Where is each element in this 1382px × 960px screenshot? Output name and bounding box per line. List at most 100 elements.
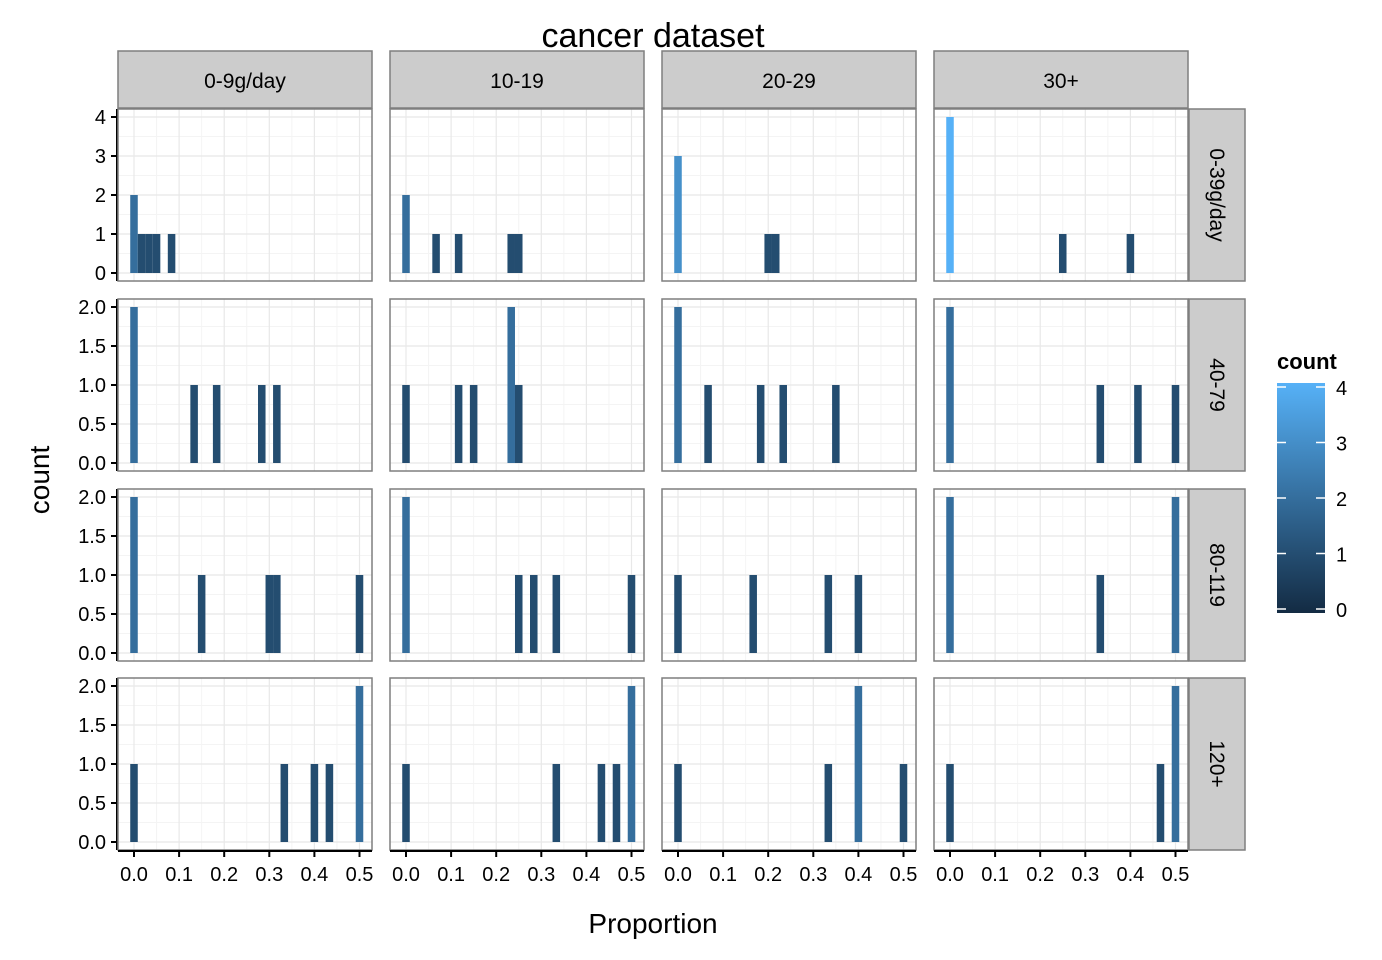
x-tick-label: 0.4 <box>1116 864 1144 886</box>
x-axis: 0.0 0.1 0.2 0.3 0.4 0.5 <box>934 850 1189 886</box>
histogram-bar <box>1126 234 1135 273</box>
histogram-bar <box>674 307 682 463</box>
histogram-bar <box>832 385 840 463</box>
facet-panel <box>117 108 373 282</box>
histogram-bar <box>325 764 334 842</box>
x-tick-label: 0.4 <box>572 864 600 886</box>
histogram-bar <box>130 195 138 273</box>
y-axis: 0 1 2 3 4 <box>95 107 118 285</box>
histogram-bar <box>1171 686 1180 842</box>
panel-border <box>389 298 645 472</box>
x-tick-label: 0.0 <box>664 864 692 886</box>
y-axis-label: count <box>24 446 55 515</box>
facet-panel <box>933 108 1189 282</box>
x-tick-label: 0.2 <box>210 864 238 886</box>
histogram-bar <box>530 575 538 653</box>
histogram-bar <box>627 686 636 842</box>
panel-border <box>389 488 645 662</box>
col-strip: 10-19 <box>389 50 645 109</box>
legend-ticks: 0 1 2 3 4 <box>1277 378 1347 622</box>
facet-panel <box>933 677 1189 851</box>
histogram-bar <box>167 234 176 273</box>
legend-tick-label: 3 <box>1336 434 1347 456</box>
histogram-bar <box>1171 385 1180 463</box>
histogram-bar <box>130 764 138 842</box>
col-strip-bg <box>389 50 645 109</box>
histogram-bar <box>946 764 954 842</box>
y-tick-label: 1.0 <box>78 754 106 776</box>
x-tick-label: 0.3 <box>799 864 827 886</box>
x-tick-label: 0.4 <box>844 864 872 886</box>
x-tick-label: 0.5 <box>890 864 918 886</box>
row-strip: 40-79 <box>1188 298 1246 472</box>
y-tick-label: 1.0 <box>78 565 106 587</box>
row-strip: 120+ <box>1188 677 1246 851</box>
y-axis: 0.0 0.5 1.0 1.5 2.0 <box>78 297 118 475</box>
row-strip: 0-39g/day <box>1188 108 1246 282</box>
y-tick-label: 0.0 <box>78 643 106 665</box>
histogram-bar <box>197 575 206 653</box>
y-axis: 0.0 0.5 1.0 1.5 2.0 <box>78 676 118 854</box>
facet-panel <box>661 298 917 472</box>
histogram-bar <box>514 385 523 463</box>
x-tick-label: 0.3 <box>255 864 283 886</box>
facet-panel <box>933 488 1189 662</box>
row-strip-bg <box>1188 488 1246 662</box>
histogram-bar <box>507 307 515 463</box>
histogram-bar <box>749 575 757 653</box>
histogram-bar <box>190 385 198 463</box>
color-legend: count 0 1 2 3 4 <box>1277 349 1347 622</box>
histogram-bar <box>402 764 410 842</box>
row-strip-label: 0-39g/day <box>1205 148 1228 242</box>
histogram-bar <box>1171 497 1180 653</box>
x-tick-label: 0.3 <box>527 864 555 886</box>
histogram-bar <box>552 575 561 653</box>
x-tick-label: 0.1 <box>165 864 193 886</box>
facet-panel <box>117 298 373 472</box>
histogram-bar <box>273 575 281 653</box>
y-tick-label: 0.5 <box>78 604 106 626</box>
x-tick-label: 0.2 <box>482 864 510 886</box>
col-strip: 20-29 <box>661 50 917 109</box>
legend-tick-label: 0 <box>1336 600 1347 622</box>
row-strip-label: 120+ <box>1205 740 1228 787</box>
y-tick-label: 2.0 <box>78 676 106 698</box>
col-strip-bg <box>117 50 373 109</box>
histogram-bar <box>674 575 682 653</box>
panel-border <box>661 298 917 472</box>
facet-panel <box>661 108 917 282</box>
histogram-bar <box>552 764 561 842</box>
x-axis: 0.0 0.1 0.2 0.3 0.4 0.5 <box>118 850 374 886</box>
x-tick-label: 0.4 <box>300 864 328 886</box>
histogram-bar <box>402 195 410 273</box>
histogram-bar <box>1096 385 1105 463</box>
facet-panel <box>389 298 645 472</box>
histogram-bar <box>454 234 463 273</box>
x-tick-label: 0.5 <box>346 864 374 886</box>
y-tick-label: 3 <box>95 146 106 168</box>
legend-tick-label: 1 <box>1336 545 1347 567</box>
histogram-bar <box>824 575 833 653</box>
y-tick-label: 1 <box>95 224 106 246</box>
x-tick-label: 0.2 <box>754 864 782 886</box>
col-strip-bg <box>933 50 1189 109</box>
legend-title: count <box>1277 349 1338 374</box>
histogram-bar <box>946 307 954 463</box>
facet-panel <box>389 488 645 662</box>
histogram-bar <box>258 385 266 463</box>
row-strip-bg <box>1188 298 1246 472</box>
histogram-bar <box>1134 385 1142 463</box>
col-strip: 30+ <box>933 50 1189 109</box>
x-tick-label: 0.0 <box>120 864 148 886</box>
facet-panel <box>389 108 645 282</box>
facet-panel <box>661 488 917 662</box>
col-strip-label: 30+ <box>1043 70 1079 93</box>
x-axis: 0.0 0.1 0.2 0.3 0.4 0.5 <box>662 850 918 886</box>
col-strip-label: 20-29 <box>762 70 816 93</box>
panel-border <box>933 298 1189 472</box>
col-strip-bg <box>661 50 917 109</box>
histogram-bar <box>152 234 161 273</box>
histogram-bar <box>771 234 780 273</box>
panel-border <box>117 298 373 472</box>
y-tick-label: 0.0 <box>78 832 106 854</box>
